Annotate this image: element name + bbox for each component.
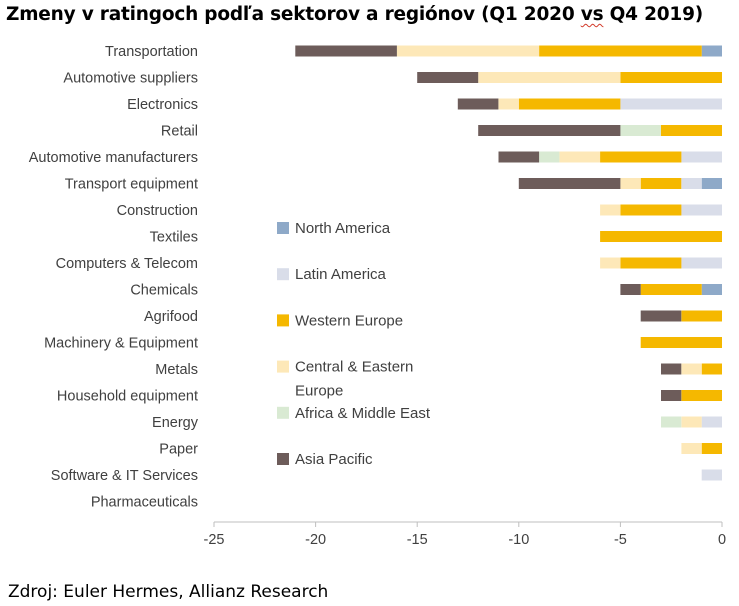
legend-swatch-central-and-eastern-europe bbox=[277, 360, 289, 373]
legend-label-central-and-eastern-europe: Central & Eastern bbox=[295, 359, 413, 376]
x-tick-label: -20 bbox=[305, 532, 326, 548]
bar-segment-automotive-suppliers-western-europe bbox=[620, 72, 722, 83]
bar-chart: Transportation Automotive suppliers Electr… bbox=[29, 44, 726, 548]
bar-segment-textiles-western-europe bbox=[600, 231, 722, 242]
bar-segment-construction-central-and-eastern-europe bbox=[600, 204, 621, 216]
legend-swatch-africa-and-middle-east bbox=[277, 406, 289, 419]
bar-segment-metals-asia-pacific bbox=[661, 363, 682, 375]
category-label-textiles: Textiles bbox=[150, 230, 198, 246]
category-label-pharmaceuticals: Pharmaceuticals bbox=[91, 495, 198, 511]
bar-segment-transport-equipment-north-america bbox=[701, 178, 722, 189]
category-label-energy: Energy bbox=[152, 415, 199, 431]
bar-segment-transport-equipment-western-europe bbox=[640, 178, 682, 189]
legend-label-central-and-eastern-europe: Europe bbox=[295, 383, 343, 400]
category-labels: Transportation Automotive suppliers Electr… bbox=[29, 44, 199, 511]
category-label-construction: Construction bbox=[117, 203, 198, 219]
category-label-retail: Retail bbox=[161, 124, 198, 140]
category-label-computers-and-telecom: Computers & Telecom bbox=[56, 256, 198, 272]
bar-segment-electronics-asia-pacific bbox=[457, 98, 499, 110]
bar-segment-automotive-suppliers-asia-pacific bbox=[417, 72, 479, 83]
bar-segment-transport-equipment-asia-pacific bbox=[518, 178, 621, 189]
legend-label-western-europe: Western Europe bbox=[295, 312, 403, 329]
bar-segment-paper-central-and-eastern-europe bbox=[681, 443, 702, 454]
bar-segment-retail-africa-and-middle-east bbox=[620, 125, 661, 136]
bar-segment-household-equipment-western-europe bbox=[681, 390, 722, 401]
category-label-software-and-it-services: Software & IT Services bbox=[51, 468, 198, 484]
bar-segment-automotive-manufacturers-western-europe bbox=[600, 151, 682, 163]
category-label-paper: Paper bbox=[159, 442, 198, 458]
legend-label-latin-america: Latin America bbox=[295, 266, 387, 283]
bar-segment-transportation-western-europe bbox=[539, 45, 702, 57]
bar-segment-software-and-it-services-latin-america bbox=[701, 469, 722, 481]
legend-label-north-america: North America bbox=[295, 220, 391, 237]
bar-segment-household-equipment-asia-pacific bbox=[661, 390, 682, 401]
bar-segment-transport-equipment-central-and-eastern-europe bbox=[620, 178, 641, 189]
chart-title: Zmeny v ratingoch podľa sektorov a regió… bbox=[6, 4, 703, 25]
bar-segment-energy-central-and-eastern-europe bbox=[681, 416, 702, 428]
bar-segment-automotive-suppliers-central-and-eastern-europe bbox=[478, 72, 621, 83]
bar-segment-electronics-western-europe bbox=[518, 98, 621, 110]
bar-segment-chemicals-asia-pacific bbox=[620, 284, 641, 295]
bar-segment-agrifood-western-europe bbox=[681, 310, 722, 322]
legend-label-africa-and-middle-east: Africa & Middle East bbox=[295, 405, 431, 422]
x-tick-label: -10 bbox=[508, 532, 529, 548]
x-tick-label: -25 bbox=[204, 532, 225, 548]
bar-segment-chemicals-north-america bbox=[701, 284, 722, 295]
chart-title-text: Zmeny v ratingoch podľa sektorov a regió… bbox=[6, 4, 581, 25]
legend-label-asia-pacific: Asia Pacific bbox=[295, 451, 373, 468]
category-label-transport-equipment: Transport equipment bbox=[65, 177, 198, 193]
category-label-transportation: Transportation bbox=[105, 44, 198, 60]
bar-segment-retail-western-europe bbox=[661, 125, 722, 136]
bar-segment-transportation-central-and-eastern-europe bbox=[396, 45, 540, 57]
bar-segment-computers-and-telecom-western-europe bbox=[620, 257, 682, 269]
category-label-electronics: Electronics bbox=[127, 97, 198, 113]
bar-segment-metals-western-europe bbox=[701, 363, 722, 375]
bar-segment-machinery-and-equipment-western-europe bbox=[640, 337, 722, 348]
category-label-automotive-suppliers: Automotive suppliers bbox=[63, 71, 198, 87]
bar-segment-automotive-manufacturers-latin-america bbox=[681, 151, 722, 163]
chart-title-suffix: Q4 2019) bbox=[603, 4, 704, 25]
bar-segment-computers-and-telecom-latin-america bbox=[681, 257, 722, 269]
category-label-household-equipment: Household equipment bbox=[57, 389, 198, 405]
category-label-machinery-and-equipment: Machinery & Equipment bbox=[44, 336, 198, 352]
legend-swatch-latin-america bbox=[277, 268, 289, 281]
chart-title-vs: vs bbox=[580, 4, 604, 25]
bar-segment-electronics-central-and-eastern-europe bbox=[498, 98, 519, 110]
bar-segment-electronics-latin-america bbox=[620, 98, 722, 110]
bar-segment-agrifood-asia-pacific bbox=[640, 310, 682, 322]
bar-segment-transportation-north-america bbox=[701, 45, 722, 57]
bar-segment-metals-central-and-eastern-europe bbox=[681, 363, 702, 375]
bar-segment-energy-africa-and-middle-east bbox=[661, 416, 682, 428]
x-tick-label: 0 bbox=[718, 532, 726, 548]
bar-segment-transportation-asia-pacific bbox=[295, 45, 397, 57]
bar-segment-chemicals-western-europe bbox=[640, 284, 702, 295]
legend-swatch-north-america bbox=[277, 222, 289, 234]
category-label-automotive-manufacturers: Automotive manufacturers bbox=[29, 150, 198, 166]
legend-swatch-western-europe bbox=[277, 314, 289, 327]
bar-segment-retail-asia-pacific bbox=[478, 125, 621, 136]
legend-swatch-asia-pacific bbox=[277, 453, 289, 465]
x-tick-label: -15 bbox=[407, 532, 428, 548]
category-label-agrifood: Agrifood bbox=[144, 309, 198, 325]
bar-segment-automotive-manufacturers-africa-and-middle-east bbox=[539, 151, 560, 163]
x-tick-label: -5 bbox=[614, 532, 627, 548]
bar-segment-construction-western-europe bbox=[620, 204, 682, 216]
source-note: Zdroj: Euler Hermes, Allianz Research bbox=[8, 582, 329, 602]
category-label-metals: Metals bbox=[155, 362, 198, 378]
bars-group bbox=[295, 45, 722, 481]
bar-segment-automotive-manufacturers-central-and-eastern-europe bbox=[559, 151, 600, 163]
bar-segment-construction-latin-america bbox=[681, 204, 722, 216]
bar-segment-computers-and-telecom-central-and-eastern-europe bbox=[600, 257, 621, 269]
category-label-chemicals: Chemicals bbox=[130, 283, 198, 299]
bar-segment-transport-equipment-latin-america bbox=[681, 178, 702, 189]
bar-segment-automotive-manufacturers-asia-pacific bbox=[498, 151, 540, 163]
bar-segment-energy-latin-america bbox=[701, 416, 722, 428]
bar-segment-paper-western-europe bbox=[701, 443, 722, 454]
